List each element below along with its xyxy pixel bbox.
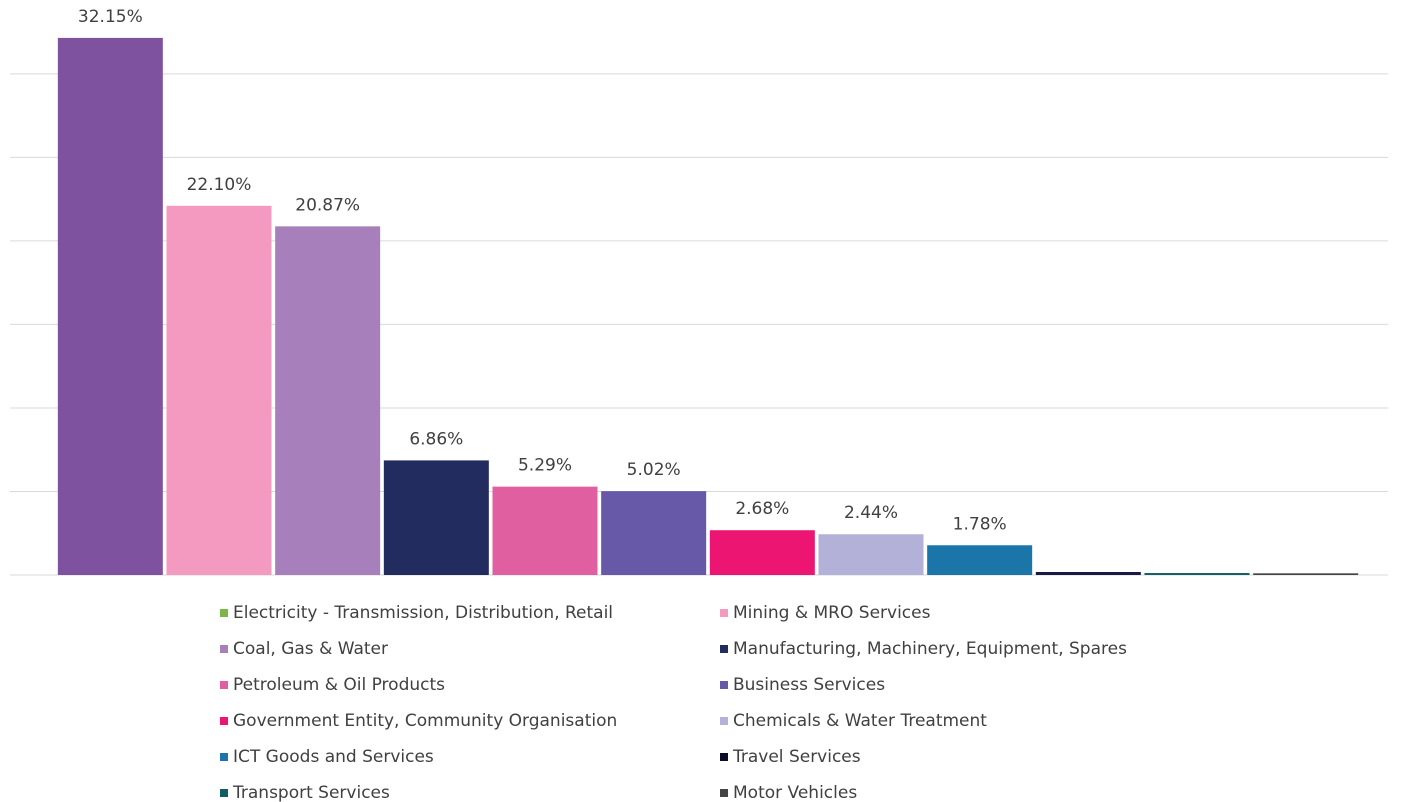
legend-marker <box>220 717 228 725</box>
legend-label: ICT Goods and Services <box>233 747 434 767</box>
legend-label: Petroleum & Oil Products <box>233 675 445 695</box>
data-label: 22.10% <box>187 175 252 195</box>
data-label: 2.44% <box>844 503 898 523</box>
legend-label: Government Entity, Community Organisatio… <box>233 711 617 731</box>
legend-marker <box>720 681 728 689</box>
legend-marker <box>720 753 728 761</box>
bar <box>275 226 381 575</box>
bar <box>57 37 163 575</box>
legend-label: Motor Vehicles <box>733 783 857 802</box>
bar <box>709 530 815 575</box>
data-label: 1.78% <box>953 514 1007 534</box>
legend-label: Travel Services <box>732 747 861 767</box>
bar <box>383 460 489 575</box>
bar <box>166 205 272 576</box>
legend-label: Mining & MRO Services <box>733 603 931 623</box>
legend-marker <box>220 753 228 761</box>
legend-label: Transport Services <box>232 783 390 802</box>
data-label: 20.87% <box>295 195 360 215</box>
bar <box>601 491 707 575</box>
legend-marker <box>720 645 728 653</box>
legend-marker <box>220 609 228 617</box>
bar <box>1035 571 1141 575</box>
legend-label: Electricity - Transmission, Distribution… <box>233 603 613 623</box>
bar <box>1253 573 1359 575</box>
bar <box>818 534 924 575</box>
data-label: 5.02% <box>627 460 681 480</box>
data-label: 2.68% <box>735 499 789 519</box>
data-label: 6.86% <box>409 429 463 449</box>
legend-marker <box>220 681 228 689</box>
data-label: 32.15% <box>78 7 143 27</box>
legend-marker <box>720 789 728 797</box>
legend-marker <box>220 645 228 653</box>
legend-label: Chemicals & Water Treatment <box>733 711 987 731</box>
legend-marker <box>720 717 728 725</box>
legend-label: Business Services <box>733 675 885 695</box>
bar <box>1144 572 1250 575</box>
legend-marker <box>220 789 228 797</box>
legend-label: Coal, Gas & Water <box>233 639 388 659</box>
data-label: 5.29% <box>518 456 572 476</box>
legend-label: Manufacturing, Machinery, Equipment, Spa… <box>733 639 1127 659</box>
bar <box>927 545 1033 575</box>
legend-marker <box>720 609 728 617</box>
bar <box>492 486 598 575</box>
